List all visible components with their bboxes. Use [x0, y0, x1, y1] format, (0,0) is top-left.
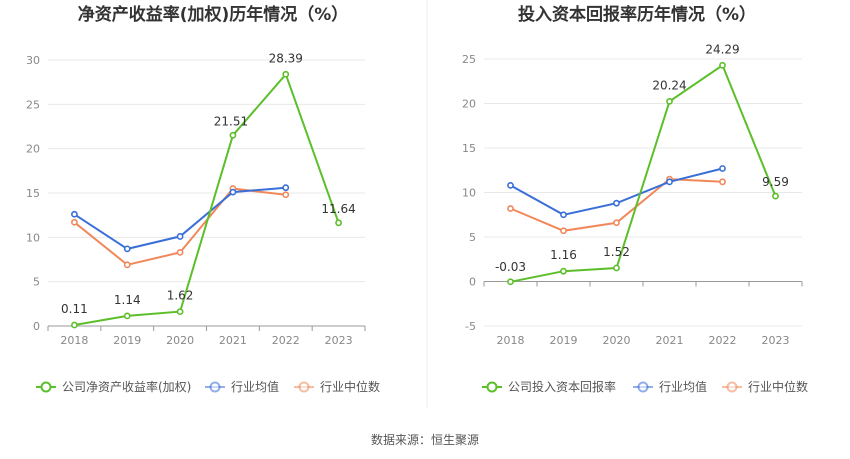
- roic-chart-title: 投入资本回报率历年情况（%）: [518, 4, 756, 25]
- roe-series-line-company: [74, 72, 340, 326]
- roic-point-company[interactable]: [613, 264, 620, 272]
- roic-x-tick-label: 2019: [550, 334, 578, 347]
- roic-legend-item-avg[interactable]: 行业均值: [633, 379, 707, 394]
- roic-point-median[interactable]: [560, 227, 567, 235]
- roe-point-company[interactable]: [229, 131, 237, 139]
- legend-label: 行业中位数: [748, 379, 808, 394]
- roic-y-tick-label: 10: [462, 187, 476, 200]
- roe-y-tick-label: 5: [33, 276, 40, 289]
- roe-y-tick-label: 10: [26, 231, 40, 244]
- roe-legend-item-company[interactable]: 公司净资产收益率(加权): [36, 379, 191, 394]
- roic-x-tick-label: 2020: [603, 334, 631, 347]
- roe-x-tick-label: 2019: [113, 334, 141, 347]
- data-source-label: 数据来源：恒生聚源: [371, 432, 479, 447]
- roe-y-tick-label: 0: [33, 320, 40, 333]
- roic-y-tick-label: 5: [469, 231, 476, 244]
- roe-data-label: 0.11: [61, 302, 88, 316]
- roe-x-tick-label: 2023: [325, 334, 353, 347]
- roic-data-label: 24.29: [705, 42, 739, 56]
- legend-label: 行业中位数: [320, 379, 380, 394]
- roic-point-company[interactable]: [719, 61, 726, 69]
- roe-y-tick-label: 30: [26, 54, 40, 67]
- roe-x-tick-label: 2022: [272, 334, 300, 347]
- roic-y-tick-label: 15: [462, 142, 476, 155]
- legend-marker-swatch: [726, 381, 738, 393]
- roic-point-avg[interactable]: [666, 178, 673, 186]
- legend-marker-swatch: [637, 381, 649, 393]
- roe-point-avg[interactable]: [123, 245, 131, 253]
- roe-data-label: 1.62: [167, 289, 194, 303]
- roe-point-median[interactable]: [71, 218, 78, 226]
- roic-legend-item-median[interactable]: 行业中位数: [722, 379, 808, 394]
- roic-y-tick-label: -5: [465, 320, 476, 333]
- roic-point-company[interactable]: [560, 267, 567, 275]
- roic-point-avg[interactable]: [613, 199, 620, 207]
- roe-y-tick-label: 20: [26, 143, 40, 156]
- legend-label: 行业均值: [231, 379, 279, 394]
- roic-point-company[interactable]: [772, 192, 779, 200]
- roic-point-avg[interactable]: [560, 211, 567, 219]
- roe-point-company[interactable]: [335, 219, 342, 227]
- roe-chart-title: 净资产收益率(加权)历年情况（%）: [78, 4, 349, 25]
- legend-label: 公司净资产收益率(加权): [62, 379, 191, 394]
- roe-point-avg[interactable]: [282, 184, 290, 192]
- roe-x-tick-label: 2018: [60, 334, 88, 347]
- roe-x-tick-label: 2021: [219, 334, 247, 347]
- roic-point-company[interactable]: [507, 278, 514, 286]
- roe-point-median[interactable]: [123, 261, 131, 269]
- roe-chart: 净资产收益率(加权)历年情况（%） 0 5 10 15 20 25 30 2018 2019 20…: [26, 4, 380, 394]
- roe-point-company[interactable]: [176, 308, 184, 316]
- roe-legend-item-avg[interactable]: 行业均值: [205, 379, 279, 394]
- roic-x-tick-label: 2021: [656, 334, 684, 347]
- roic-data-label: 1.52: [603, 245, 630, 259]
- roe-y-tick-label: 15: [26, 187, 40, 200]
- roic-data-label: 1.16: [550, 248, 577, 262]
- legend-marker-swatch: [298, 381, 310, 393]
- roe-data-label: 21.51: [214, 114, 248, 128]
- roe-point-median[interactable]: [176, 249, 184, 256]
- legend-marker-swatch: [40, 381, 52, 393]
- roic-x-tick-label: 2023: [762, 334, 790, 347]
- roe-legend-item-median[interactable]: 行业中位数: [294, 379, 380, 394]
- roic-point-avg[interactable]: [507, 181, 514, 189]
- roic-series-line-company: [510, 63, 777, 283]
- roic-y-tick-label: 0: [469, 276, 476, 289]
- roic-y-tick-label: 20: [462, 98, 476, 111]
- roe-data-label: 1.14: [114, 293, 141, 307]
- roic-chart: 投入资本回报率历年情况（%） -5 0 5 10 15 20 25 2018 2019 2020 2…: [462, 4, 808, 394]
- roic-series-line-avg: [510, 167, 723, 216]
- roe-point-median[interactable]: [282, 191, 290, 199]
- roe-y-tick-label: 25: [26, 98, 40, 111]
- roic-y-tick-label: 25: [462, 53, 476, 66]
- roe-x-tick-label: 2020: [166, 334, 194, 347]
- legend-marker-swatch: [486, 381, 498, 393]
- roe-data-label: 11.64: [321, 202, 355, 216]
- roe-point-company[interactable]: [71, 321, 78, 329]
- roe-point-avg[interactable]: [176, 233, 184, 240]
- legend-label: 行业均值: [659, 379, 707, 394]
- roic-x-tick-label: 2022: [709, 334, 737, 347]
- roe-point-company[interactable]: [123, 312, 131, 320]
- roe-point-avg[interactable]: [71, 210, 78, 218]
- roic-x-tick-label: 2018: [497, 334, 525, 347]
- roic-data-label: -0.03: [495, 260, 526, 274]
- roic-point-company[interactable]: [666, 97, 673, 105]
- roe-point-company[interactable]: [282, 70, 290, 78]
- roe-point-avg[interactable]: [229, 188, 237, 196]
- roic-legend-item-company[interactable]: 公司投入资本回报率: [482, 379, 616, 394]
- roe-data-label: 28.39: [269, 51, 303, 65]
- roic-data-label: 20.24: [652, 78, 686, 92]
- roic-point-median[interactable]: [613, 219, 620, 227]
- roic-point-median[interactable]: [507, 205, 514, 212]
- roic-data-label: 9.59: [762, 175, 789, 189]
- legend-marker-swatch: [209, 381, 221, 393]
- roic-point-median[interactable]: [719, 178, 726, 186]
- legend-label: 公司投入资本回报率: [508, 379, 616, 394]
- roic-point-avg[interactable]: [719, 165, 726, 172]
